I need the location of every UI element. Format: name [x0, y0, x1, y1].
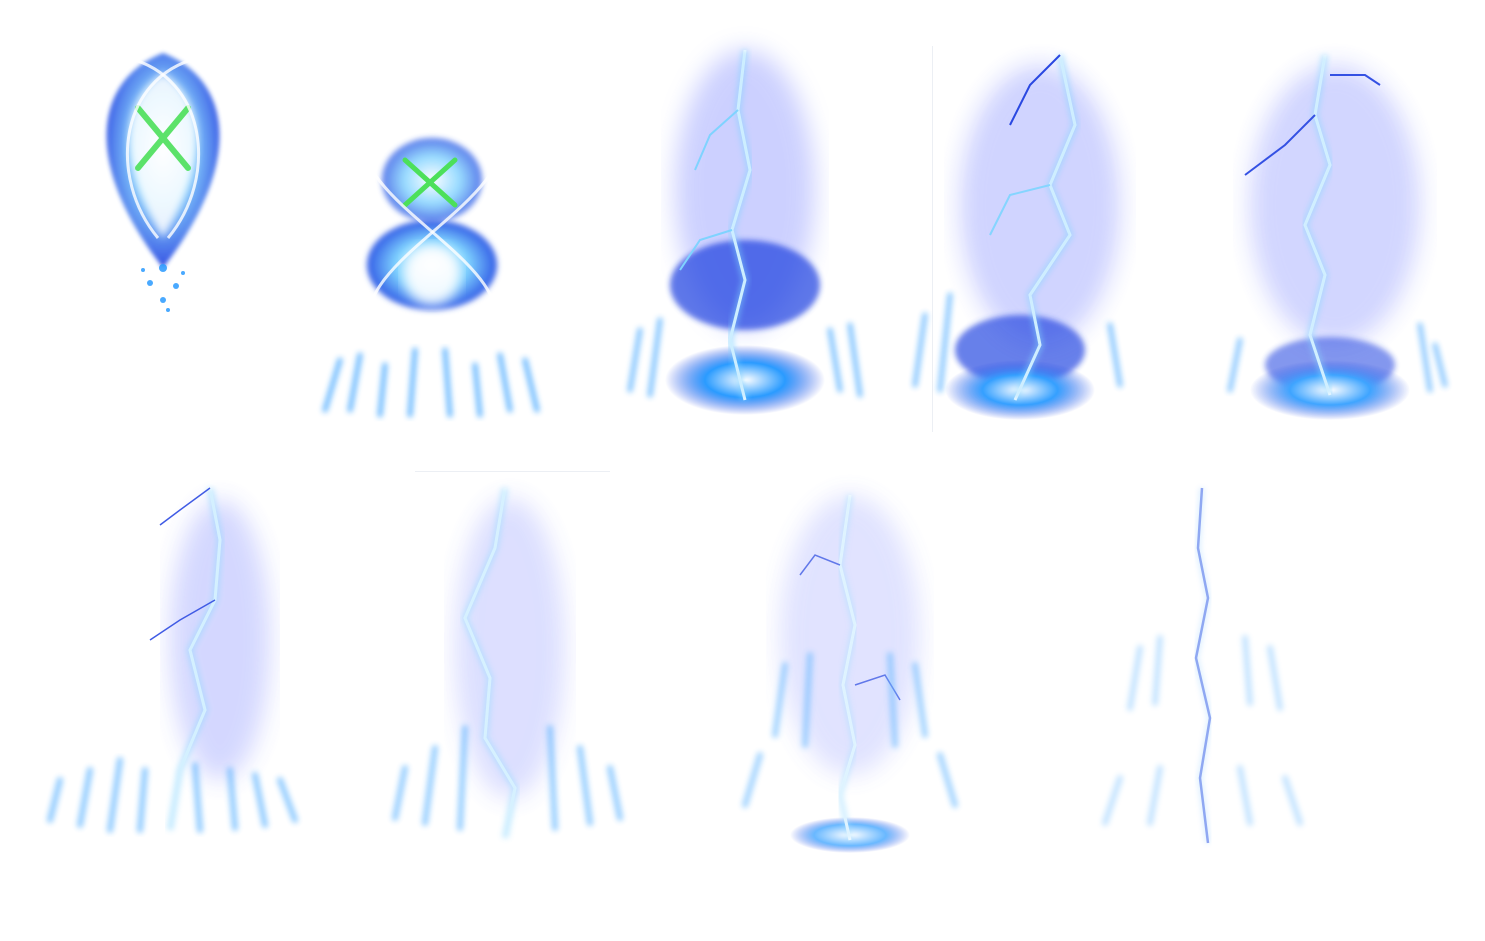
frame-2-infinity-orb — [305, 120, 560, 420]
lightning-bolt-icon — [912, 54, 1123, 420]
infinity-orb-icon — [322, 129, 540, 418]
lightning-bolt-icon — [742, 494, 958, 853]
lightning-bolt-icon — [1102, 487, 1303, 844]
frame-8-strike-flames — [725, 485, 975, 860]
frame-4-strike-portal — [900, 45, 1150, 430]
lightning-bolt-icon — [392, 487, 623, 839]
frame-7-strike-flames — [385, 478, 635, 858]
frame-3-strike-portal — [620, 40, 870, 430]
frame-divider-bottom — [415, 471, 610, 472]
lightning-bolt-icon — [47, 487, 298, 833]
frame-6-strike-flames — [40, 480, 310, 850]
frame-divider-top — [932, 46, 933, 432]
frame-9-fade — [1090, 478, 1320, 858]
frame-1-charge-orb — [68, 38, 258, 318]
lightning-bolt-icon — [627, 49, 863, 415]
frame-5-strike-portal — [1215, 45, 1460, 430]
lightning-orb-icon — [106, 53, 220, 312]
lightning-bolt-icon — [1227, 54, 1448, 420]
